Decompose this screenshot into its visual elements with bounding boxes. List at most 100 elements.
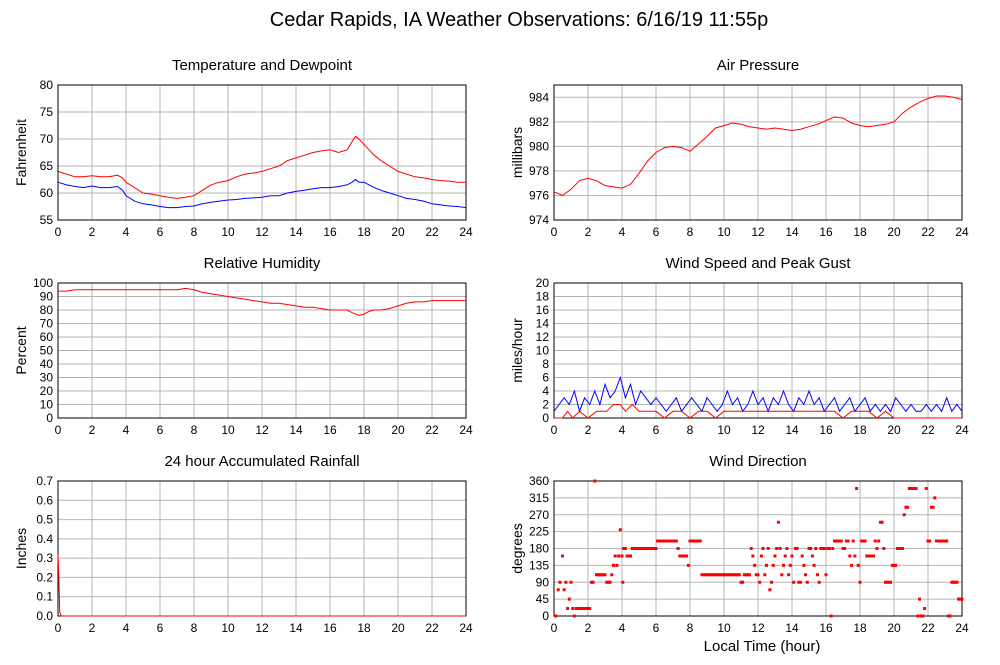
x-tick-label: 2 (89, 423, 96, 437)
chart-humidity: 0 2 4 6 8 10 12 14 16 18 20 22 240102030405060708090… (13, 255, 473, 437)
x-tick-label: 0 (55, 225, 62, 239)
data-point (673, 539, 677, 543)
x-tick-label: 24 (459, 621, 473, 635)
data-point (807, 547, 811, 550)
data-point (831, 547, 835, 550)
y-tick-label: 984 (529, 90, 549, 104)
data-point (739, 580, 743, 584)
data-point (873, 539, 877, 543)
y-tick-label: 980 (529, 139, 549, 153)
data-point (797, 580, 801, 584)
data-point (751, 554, 755, 558)
data-point (566, 607, 570, 610)
x-tick-label: 2 (585, 225, 592, 239)
data-point (846, 539, 850, 543)
data-point (584, 607, 588, 610)
y-axis-label: millibars (509, 127, 525, 178)
x-tick-label: 4 (123, 423, 130, 437)
data-point (872, 554, 876, 558)
data-point (615, 563, 619, 567)
data-point (567, 597, 571, 601)
x-tick-label: 20 (887, 225, 901, 239)
x-tick-label: 8 (687, 423, 694, 437)
series-0 (554, 479, 964, 618)
y-axis-label: degrees (509, 523, 525, 574)
x-tick-label: 20 (887, 423, 901, 437)
data-point (720, 573, 724, 577)
data-point (646, 547, 649, 550)
x-tick-label: 8 (191, 621, 198, 635)
data-point (836, 539, 840, 543)
data-point (792, 580, 796, 584)
data-point (909, 487, 913, 490)
x-tick-label: 24 (459, 423, 473, 437)
x-tick-label: 6 (157, 423, 164, 437)
data-point (596, 573, 600, 577)
x-tick-label: 16 (323, 423, 337, 437)
data-point (744, 573, 748, 577)
data-point (802, 563, 806, 567)
x-tick-label: 14 (785, 423, 799, 437)
data-point (683, 554, 687, 558)
data-point (664, 539, 668, 543)
data-point (768, 588, 772, 592)
y-tick-label: 0.4 (36, 532, 53, 546)
y-tick-label: 40 (40, 357, 54, 371)
data-point (663, 539, 666, 543)
data-point (936, 539, 940, 543)
data-point (676, 547, 680, 550)
x-tick-label: 12 (255, 225, 269, 239)
data-point (556, 588, 560, 592)
data-point (621, 580, 625, 584)
data-point (647, 547, 651, 550)
data-point (659, 539, 663, 543)
x-tick-label: 4 (619, 621, 626, 635)
data-point (637, 547, 641, 550)
x-tick-label: 0 (55, 621, 62, 635)
x-tick-label: 8 (191, 225, 198, 239)
x-tick-label: 16 (819, 423, 833, 437)
data-point (697, 539, 700, 543)
data-point (793, 547, 797, 550)
data-point (736, 573, 740, 577)
data-point (661, 539, 665, 543)
data-point (778, 547, 782, 550)
y-tick-label: 70 (40, 132, 54, 146)
x-tick-label: 14 (289, 423, 303, 437)
data-point (824, 573, 828, 577)
data-point (578, 607, 581, 610)
y-axis-label: miles/hour (509, 318, 525, 383)
data-point (921, 614, 925, 618)
data-point (952, 580, 955, 584)
y-tick-label: 10 (536, 344, 550, 358)
data-point (853, 554, 857, 558)
x-tick-label: 2 (89, 621, 96, 635)
data-point (754, 573, 758, 577)
data-point (870, 554, 874, 558)
x-tick-label: 16 (323, 225, 337, 239)
x-tick-label: 14 (289, 621, 303, 635)
data-point (884, 580, 887, 584)
x-tick-label: 18 (853, 225, 867, 239)
data-point (690, 539, 694, 543)
y-tick-label: 10 (40, 398, 54, 412)
x-tick-label: 6 (157, 225, 164, 239)
data-point (644, 547, 648, 550)
y-tick-label: 55 (40, 213, 54, 227)
data-point (741, 580, 745, 584)
data-point (814, 547, 818, 550)
data-point (581, 607, 585, 610)
x-tick-label: 10 (221, 423, 235, 437)
data-point (725, 573, 729, 577)
data-point (904, 505, 908, 509)
data-point (678, 554, 682, 558)
y-tick-label: 0.2 (36, 570, 53, 584)
x-tick-label: 8 (687, 621, 694, 635)
y-tick-label: 315 (529, 491, 549, 505)
series-line-0 (553, 375, 963, 413)
data-point (914, 487, 918, 490)
data-point (929, 505, 933, 509)
y-tick-label: 180 (529, 542, 549, 556)
x-tick-label: 12 (751, 423, 765, 437)
data-point (827, 547, 831, 550)
